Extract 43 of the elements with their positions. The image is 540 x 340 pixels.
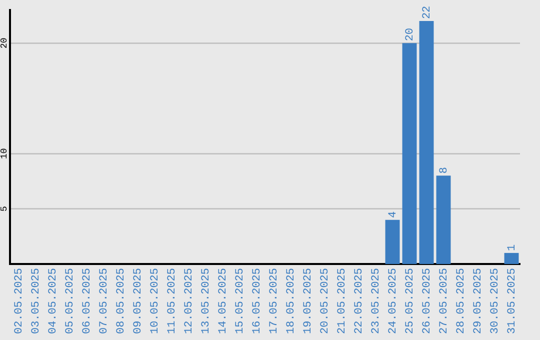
x-tick-label: 24.05.2025 (387, 268, 400, 334)
x-tick-label: 10.05.2025 (149, 268, 162, 334)
x-tick-label: 03.05.2025 (30, 268, 42, 334)
x-tick-label: 19.05.2025 (302, 268, 314, 334)
x-tick-label: 28.05.2025 (455, 268, 468, 334)
x-tick-label: 26.05.2025 (421, 268, 434, 334)
y-tick-label: 20 (0, 38, 10, 49)
x-tick-label: 30.05.2025 (489, 268, 502, 334)
x-tick-label: 02.05.2025 (13, 268, 26, 334)
x-tick-label: 25.05.2025 (404, 268, 416, 334)
x-tick-label: 29.05.2025 (472, 268, 484, 334)
x-tick-label: 20.05.2025 (319, 268, 332, 334)
x-tick-label: 06.05.2025 (81, 268, 94, 334)
x-tick-label: 23.05.2025 (370, 268, 382, 334)
bar (419, 21, 434, 264)
x-tick-label: 05.05.2025 (64, 268, 76, 334)
x-tick-label: 17.05.2025 (268, 268, 280, 334)
x-tick-label: 07.05.2025 (98, 268, 110, 334)
x-tick-label: 08.05.2025 (115, 268, 128, 334)
x-tick-label: 09.05.2025 (132, 268, 144, 334)
bar (402, 43, 417, 264)
bar (436, 176, 451, 264)
x-tick-label: 14.05.2025 (217, 268, 230, 334)
data-label: 4 (387, 210, 400, 218)
bar (385, 220, 400, 264)
x-tick-label: 04.05.2025 (47, 268, 60, 334)
x-tick-label: 22.05.2025 (353, 268, 366, 334)
x-tick-label: 31.05.2025 (506, 268, 518, 334)
y-tick-label: 10 (0, 148, 10, 159)
x-tick-label: 15.05.2025 (234, 268, 246, 334)
x-tick-label: 27.05.2025 (438, 268, 450, 334)
data-label: 1 (506, 244, 518, 251)
data-label: 8 (438, 167, 450, 174)
data-label: 22 (421, 6, 434, 20)
x-tick-label: 21.05.2025 (336, 268, 348, 334)
x-tick-label: 11.05.2025 (166, 268, 178, 334)
x-tick-label: 18.05.2025 (285, 268, 298, 334)
x-tick-label: 13.05.2025 (200, 268, 212, 334)
x-tick-label: 16.05.2025 (251, 268, 264, 334)
y-tick-label: 5 (0, 206, 10, 212)
bar (504, 252, 519, 264)
x-tick-label: 12.05.2025 (183, 268, 196, 334)
data-label: 20 (404, 28, 416, 42)
